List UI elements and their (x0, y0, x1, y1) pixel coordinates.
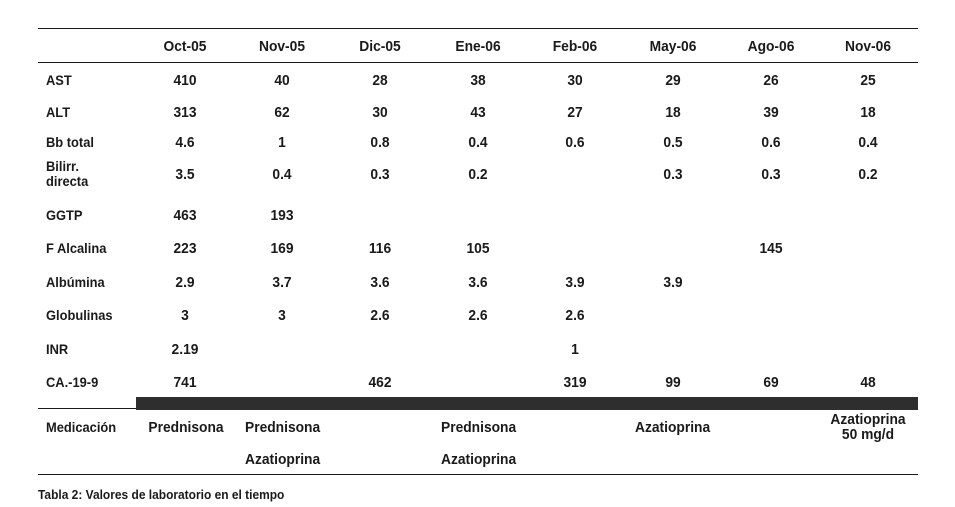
table-cell: 69 (763, 374, 779, 391)
table-cell: 0.4 (858, 134, 878, 151)
table-top-rule (38, 28, 918, 29)
table-cell: 145 (759, 240, 783, 257)
table-cell: 2.6 (370, 307, 390, 324)
table-cell: 2.9 (175, 274, 195, 291)
table-cell: 2.19 (171, 341, 199, 358)
table-bottom-rule (38, 474, 918, 475)
table-cell: 27 (567, 104, 583, 121)
table-cell: 741 (173, 374, 197, 391)
table-cell: 43 (470, 104, 486, 121)
table-cell: 2.6 (565, 307, 585, 324)
table-cell: 0.8 (370, 134, 390, 151)
table-cell: 40 (274, 72, 290, 89)
table-cell: 48 (860, 374, 876, 391)
table-cell: 0.3 (663, 166, 683, 183)
table-cell: 1 (278, 134, 286, 151)
table-cell: 3.6 (468, 274, 488, 291)
table-cell: 39 (763, 104, 779, 121)
column-header: Dic-05 (359, 38, 401, 55)
table-cell: 0.4 (272, 166, 292, 183)
table-cell: 25 (860, 72, 876, 89)
row-label: CA.-19-9 (46, 374, 99, 390)
table-cell: 26 (763, 72, 779, 89)
row-label: F Alcalina (46, 240, 107, 256)
column-header: Oct-05 (163, 38, 207, 55)
table-header-rule (38, 62, 918, 63)
table-cell: 0.3 (370, 166, 390, 183)
medication-separator-rule (38, 408, 136, 409)
table-cell: 313 (173, 104, 197, 121)
table-cell: 0.6 (565, 134, 585, 151)
row-label: Globulinas (46, 307, 113, 323)
table-cell: 116 (368, 240, 392, 257)
table-cell: 2.6 (468, 307, 488, 324)
table-cell: 3.5 (175, 166, 195, 183)
column-header: Nov-05 (258, 38, 306, 55)
row-label: AST (46, 72, 72, 88)
row-label: INR (46, 341, 69, 357)
table-cell: 38 (470, 72, 486, 89)
table-cell: 30 (567, 72, 583, 89)
table-cell: 29 (665, 72, 681, 89)
table-cell: 0.3 (761, 166, 781, 183)
column-header: Nov-06 (844, 38, 892, 55)
medication-oct05: Prednisona (148, 419, 224, 436)
table-cell: 3.9 (663, 274, 683, 291)
table-cell: 28 (372, 72, 388, 89)
table-cell: 18 (860, 104, 876, 121)
table-cell: 30 (372, 104, 388, 121)
medication-ene06-line2: Azatioprina (441, 451, 517, 468)
table-cell: 3.7 (272, 274, 292, 291)
table-cell: 0.5 (663, 134, 683, 151)
table-cell: 193 (270, 207, 294, 224)
medication-nov05-line2: Azatioprina (245, 451, 321, 468)
column-header: Feb-06 (552, 38, 598, 55)
table-cell: 105 (466, 240, 490, 257)
table-cell: 0.2 (468, 166, 488, 183)
table-cell: 0.2 (858, 166, 878, 183)
row-label: Albúmina (46, 274, 105, 290)
table-cell: 410 (173, 72, 197, 89)
row-label: ALT (46, 104, 71, 120)
table-cell: 319 (563, 374, 587, 391)
medication-separator-bar (136, 397, 918, 410)
row-label: Bb total (46, 134, 94, 150)
table-cell: 62 (274, 104, 290, 121)
medication-nov06-line2: 50 mg/d (841, 426, 895, 443)
row-label-line1: Bilirr. (46, 158, 79, 174)
table-cell: 462 (368, 374, 392, 391)
row-label-line2: directa (46, 173, 89, 189)
column-header: Ene-06 (455, 38, 501, 55)
table-cell: 0.6 (761, 134, 781, 151)
table-caption: Tabla 2: Valores de laboratorio en el ti… (38, 487, 285, 502)
table-cell: 3 (278, 307, 286, 324)
column-header: May-06 (649, 38, 697, 55)
column-header: Ago-06 (747, 38, 795, 55)
table-cell: 3.6 (370, 274, 390, 291)
medication-nov05-line1: Prednisona (245, 419, 321, 436)
table-cell: 3.9 (565, 274, 585, 291)
table-cell: 1 (571, 341, 579, 358)
table-cell: 99 (665, 374, 681, 391)
table-cell: 3 (181, 307, 189, 324)
table-cell: 18 (665, 104, 681, 121)
medication-ene06-line1: Prednisona (441, 419, 517, 436)
table-cell: 223 (173, 240, 197, 257)
table-cell: 0.4 (468, 134, 488, 151)
medication-nov06-line1: Azatioprina (830, 411, 906, 428)
table-cell: 463 (173, 207, 197, 224)
table-cell: 169 (270, 240, 294, 257)
row-label: GGTP (46, 207, 83, 223)
table-cell: 4.6 (175, 134, 195, 151)
medication-label: Medicación (46, 419, 117, 435)
medication-may06: Azatioprina (635, 419, 711, 436)
